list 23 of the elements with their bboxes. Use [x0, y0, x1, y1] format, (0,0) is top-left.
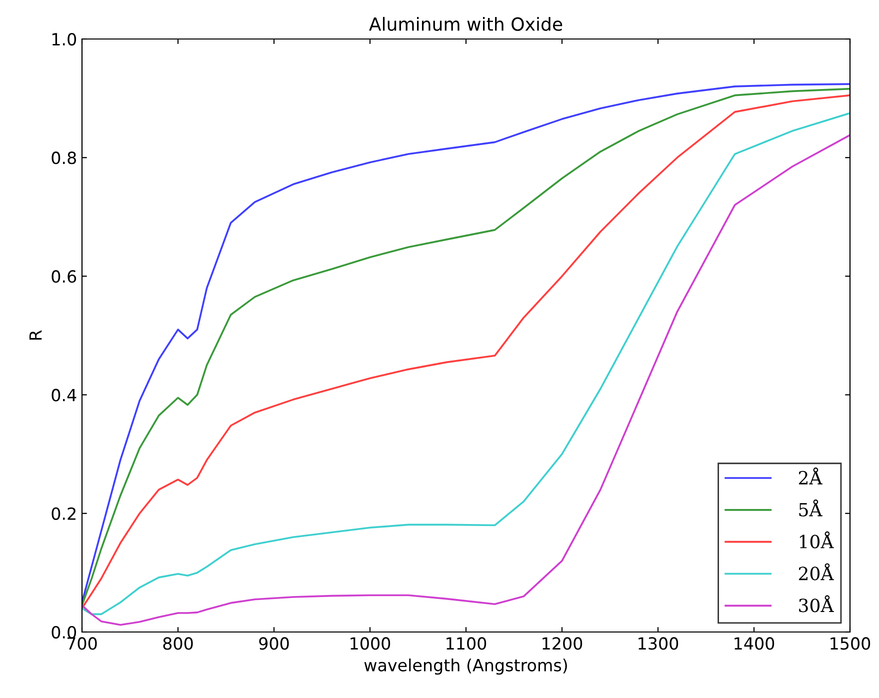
legend-label: 10Å [800, 531, 834, 548]
y-axis-title: R [29, 330, 42, 340]
y-tick-label: 0.0 [52, 626, 76, 639]
x-tick-label: 1500 [830, 637, 870, 650]
x-tick-label: 1200 [542, 637, 582, 650]
chart-title: Aluminum with Oxide [369, 16, 562, 31]
y-tick-label: 0.4 [52, 388, 76, 402]
x-tick-label: 900 [259, 637, 289, 650]
x-tick-label: 1300 [638, 637, 678, 650]
x-tick-label: 800 [163, 637, 193, 650]
legend-label: 5Å [799, 499, 822, 516]
legend-label: 20Å [798, 563, 834, 580]
y-tick-label: 0.6 [52, 270, 76, 283]
y-tick-label: 0.2 [52, 507, 76, 520]
x-axis-title: wavelength (Angstroms) [364, 658, 567, 675]
legend-label: 2Å [798, 468, 822, 484]
x-tick-label: 1100 [446, 637, 486, 650]
x-tick-label: 1400 [734, 637, 774, 650]
x-tick-label: 700 [67, 637, 97, 650]
legend-label: 30Å [799, 595, 834, 612]
y-tick-label: 0.8 [52, 152, 76, 164]
y-tick-label: 1.0 [52, 32, 76, 46]
x-tick-label: 1000 [350, 637, 390, 650]
